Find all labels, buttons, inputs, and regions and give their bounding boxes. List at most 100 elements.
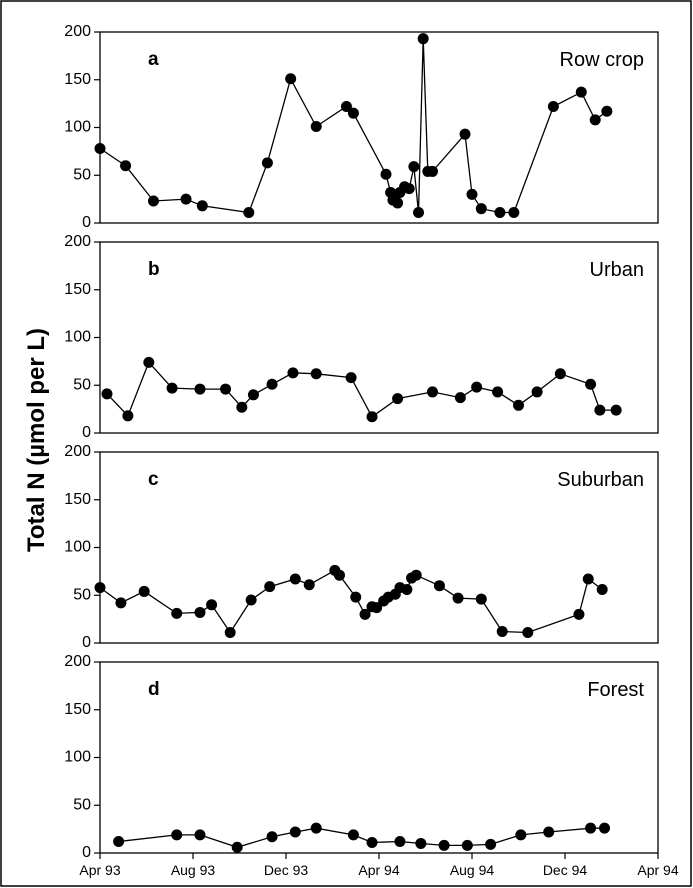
panel-title: Suburban	[557, 469, 644, 491]
data-point	[289, 826, 301, 838]
data-point	[171, 607, 183, 619]
data-point	[101, 388, 113, 400]
y-tick-label: 50	[73, 586, 91, 603]
data-point	[594, 404, 606, 416]
data-point	[413, 206, 425, 218]
x-tick-label: Apr 93	[79, 862, 120, 878]
data-point	[394, 836, 406, 848]
data-point	[138, 585, 150, 597]
data-point	[340, 100, 352, 112]
data-point	[433, 580, 445, 592]
x-tick-label: Apr 94	[358, 862, 399, 878]
data-point	[194, 606, 206, 618]
data-point	[366, 411, 378, 423]
y-tick-label: 200	[64, 653, 91, 670]
data-point	[310, 121, 322, 133]
panel-d: 0 50 100 150 200 d Forest	[64, 653, 659, 861]
data-point	[410, 569, 422, 581]
panel-letter: a	[148, 49, 159, 70]
data-point	[266, 378, 278, 390]
data-point	[408, 161, 420, 173]
panel-title: Urban	[590, 259, 644, 281]
data-point	[454, 392, 466, 404]
data-point	[171, 829, 183, 841]
data-point	[547, 100, 559, 112]
data-point	[601, 105, 613, 117]
x-tick-label: Dec 94	[543, 862, 588, 878]
data-point	[426, 165, 438, 177]
data-point	[285, 73, 297, 85]
data-point	[596, 584, 608, 596]
data-point	[180, 193, 192, 205]
data-point	[461, 839, 473, 851]
panels: 0 50 100 150 200 a Row crop 0 50 100 150 200 b Urban 0…	[64, 23, 659, 861]
panel-c: 0 50 100 150 200 c Suburban	[64, 443, 659, 651]
data-point	[194, 829, 206, 841]
panel-title: Forest	[587, 679, 644, 701]
y-tick-label: 150	[64, 71, 91, 88]
data-point	[392, 197, 404, 209]
data-point	[245, 594, 257, 606]
y-tick-label: 200	[64, 443, 91, 460]
panel-letter: b	[148, 259, 160, 280]
data-point	[310, 822, 322, 834]
data-point	[115, 597, 127, 609]
y-axis-label: Total N (µmol per L)	[23, 328, 50, 552]
y-tick-label: 50	[73, 796, 91, 813]
data-point	[496, 626, 508, 638]
data-point	[345, 372, 357, 384]
data-point	[426, 386, 438, 398]
data-point	[508, 206, 520, 218]
data-point	[94, 582, 106, 594]
data-point	[194, 383, 206, 395]
data-point	[475, 593, 487, 605]
x-axis: Apr 93 Aug 93 Dec 93 Apr 94 Aug 94 Dec 94 Apr …	[79, 853, 679, 878]
data-point	[236, 401, 248, 413]
panel-letter: c	[148, 469, 159, 490]
data-point	[466, 188, 478, 200]
data-point	[350, 591, 362, 603]
y-tick-label: 100	[64, 539, 91, 556]
data-point	[143, 356, 155, 368]
series-line	[99, 38, 608, 214]
data-point	[585, 378, 597, 390]
data-point	[599, 822, 611, 834]
y-tick-label: 150	[64, 281, 91, 298]
data-point	[554, 368, 566, 380]
y-tick-label: 100	[64, 749, 91, 766]
y-tick-label: 200	[64, 23, 91, 40]
data-point	[120, 160, 132, 172]
data-point	[166, 382, 178, 394]
data-point	[371, 602, 383, 614]
y-tick-label: 50	[73, 376, 91, 393]
data-point	[415, 837, 427, 849]
y-tick-label: 0	[82, 214, 91, 231]
data-point	[231, 841, 243, 853]
x-tick-label: Dec 93	[264, 862, 309, 878]
y-tick-label: 0	[82, 634, 91, 651]
y-tick-label: 150	[64, 701, 91, 718]
data-point	[543, 826, 555, 838]
data-point	[492, 386, 504, 398]
data-point	[359, 608, 371, 620]
data-point	[310, 368, 322, 380]
panel-letter: d	[148, 679, 160, 700]
data-point	[303, 579, 315, 591]
data-point	[475, 203, 487, 215]
y-tick-label: 150	[64, 491, 91, 508]
data-point	[347, 107, 359, 119]
panel-title: Row crop	[560, 49, 644, 71]
data-point	[261, 157, 273, 169]
data-point	[494, 206, 506, 218]
data-point	[582, 573, 594, 585]
y-tick-label: 100	[64, 329, 91, 346]
y-tick-label: 100	[64, 119, 91, 136]
y-tick-label: 0	[82, 424, 91, 441]
data-point	[515, 829, 527, 841]
data-point	[585, 822, 597, 834]
panel-a: 0 50 100 150 200 a Row crop	[64, 23, 659, 231]
data-point	[333, 569, 345, 581]
data-point	[289, 573, 301, 585]
y-tick-label: 50	[73, 166, 91, 183]
